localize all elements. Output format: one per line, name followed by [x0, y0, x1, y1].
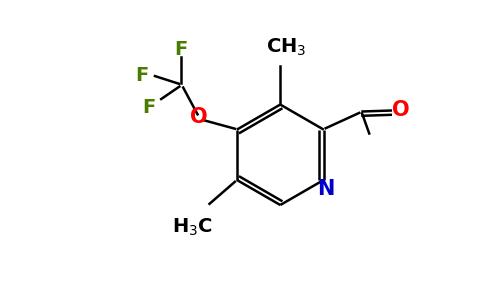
Text: O: O: [190, 107, 207, 127]
Text: F: F: [142, 98, 155, 117]
Text: O: O: [392, 100, 409, 120]
Text: F: F: [175, 40, 188, 59]
Text: H$_3$C: H$_3$C: [172, 216, 212, 238]
Text: N: N: [318, 178, 335, 199]
Text: F: F: [135, 66, 148, 85]
Text: CH$_3$: CH$_3$: [266, 37, 306, 58]
